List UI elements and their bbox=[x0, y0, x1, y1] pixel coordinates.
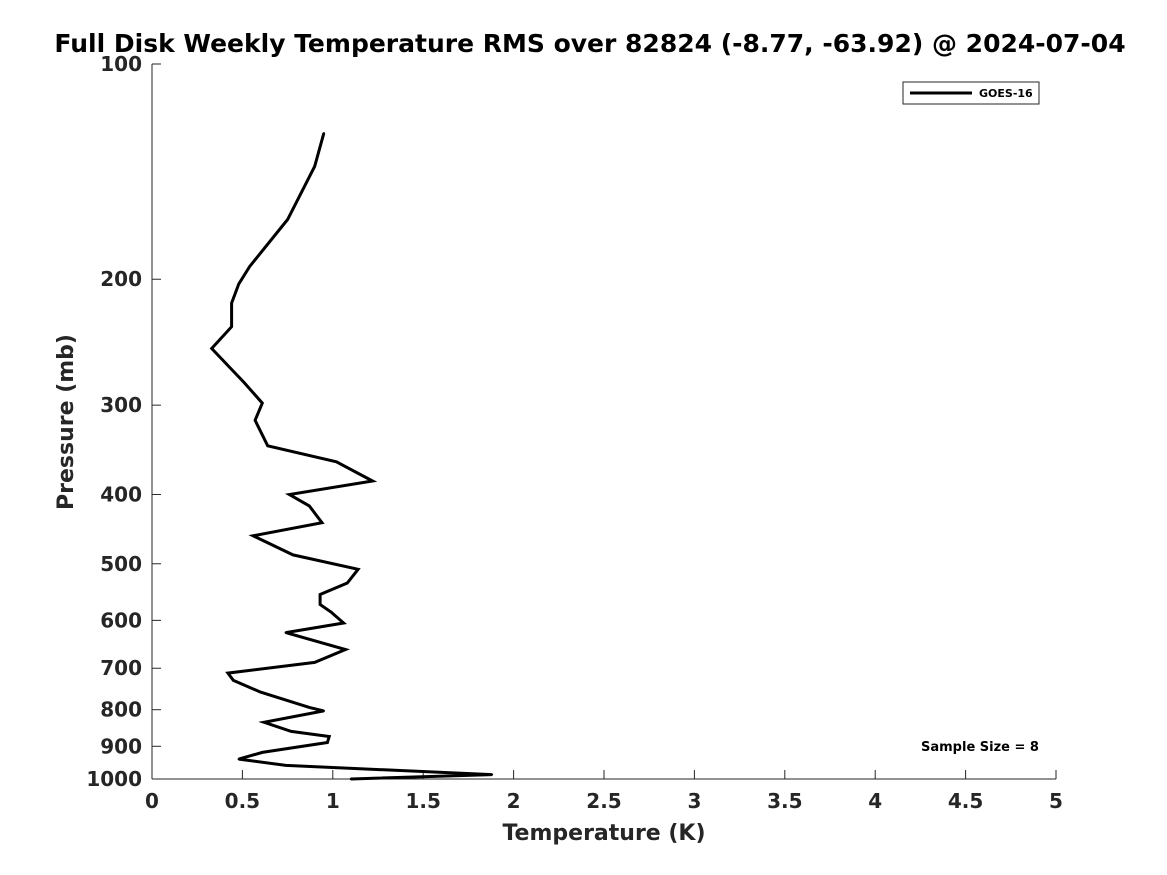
series-point bbox=[308, 504, 311, 508]
series-point bbox=[252, 534, 255, 537]
x-tick-label: 2.5 bbox=[586, 789, 621, 813]
series-point bbox=[335, 460, 338, 463]
series-point bbox=[262, 721, 266, 724]
series-point bbox=[237, 282, 240, 286]
series-point bbox=[346, 581, 349, 585]
y-tick-label: 100 bbox=[100, 52, 142, 76]
series-point bbox=[318, 593, 322, 596]
series-point bbox=[308, 706, 311, 709]
y-tick-label: 800 bbox=[100, 698, 142, 722]
series-point bbox=[328, 735, 331, 738]
y-tick-label: 400 bbox=[100, 482, 142, 506]
series-point bbox=[342, 621, 345, 625]
series-point bbox=[313, 661, 316, 664]
series-point bbox=[349, 777, 353, 781]
series-line-goes-16 bbox=[209, 132, 492, 781]
series-point bbox=[320, 521, 324, 524]
series-point bbox=[243, 381, 246, 384]
series-point bbox=[291, 553, 295, 557]
y-axis-label: Pressure (mb) bbox=[54, 334, 79, 510]
series-point bbox=[290, 730, 293, 733]
x-tick-label: 4 bbox=[868, 789, 882, 813]
chart-title: Full Disk Weekly Temperature RMS over 82… bbox=[54, 29, 1125, 58]
y-tick-label: 200 bbox=[100, 267, 142, 291]
series-point bbox=[248, 265, 251, 268]
series-point bbox=[371, 479, 374, 483]
x-tick-label: 0.5 bbox=[225, 789, 260, 813]
x-ticks: 0 0.5 1 1.5 2 2.5 3 3.5 4 4.5 5 bbox=[145, 770, 1063, 813]
series-point bbox=[356, 568, 360, 571]
series-point bbox=[288, 493, 291, 496]
series-layer bbox=[209, 132, 494, 781]
series-point bbox=[230, 301, 233, 305]
x-tick-label: 5 bbox=[1049, 789, 1063, 813]
series-point bbox=[261, 401, 264, 405]
legend-label-goes-16: GOES-16 bbox=[979, 87, 1033, 100]
legend: GOES-16 bbox=[902, 81, 1040, 105]
series-point bbox=[322, 709, 325, 713]
y-tick-label: 700 bbox=[100, 656, 142, 680]
series-point bbox=[318, 603, 322, 606]
series-point bbox=[230, 325, 233, 328]
y-tick-label: 900 bbox=[100, 734, 142, 758]
x-tick-label: 4.5 bbox=[948, 789, 983, 813]
series-point bbox=[313, 165, 316, 168]
x-tick-label: 3.5 bbox=[767, 789, 802, 813]
series-point bbox=[226, 671, 230, 675]
y-tick-label: 600 bbox=[100, 608, 142, 632]
series-point bbox=[237, 757, 240, 761]
y-tick-label: 1000 bbox=[86, 767, 142, 791]
series-point bbox=[490, 773, 494, 776]
series-point bbox=[286, 218, 289, 221]
series-point bbox=[329, 610, 333, 614]
series-point bbox=[284, 631, 287, 634]
series-point bbox=[261, 751, 264, 754]
series-point bbox=[210, 347, 213, 350]
sample-size-annotation: Sample Size = 8 bbox=[921, 740, 1039, 755]
series-point bbox=[232, 679, 235, 682]
series-point bbox=[322, 132, 325, 135]
x-tick-label: 0 bbox=[145, 789, 159, 813]
series-point bbox=[253, 419, 257, 422]
x-tick-label: 1 bbox=[326, 789, 340, 813]
series-point bbox=[326, 741, 329, 744]
y-tick-label: 500 bbox=[100, 552, 142, 576]
series-point bbox=[344, 648, 347, 651]
y-ticks: 100 200 300 400 500 600 700 800 900 1000 bbox=[86, 52, 161, 791]
series-point bbox=[266, 444, 269, 447]
x-tick-label: 1.5 bbox=[405, 789, 440, 813]
x-axis-label: Temperature (K) bbox=[502, 821, 705, 846]
y-tick-label: 300 bbox=[100, 393, 142, 417]
x-tick-label: 3 bbox=[687, 789, 701, 813]
x-tick-label: 2 bbox=[507, 789, 521, 813]
series-point bbox=[284, 764, 287, 767]
series-point bbox=[259, 690, 262, 694]
